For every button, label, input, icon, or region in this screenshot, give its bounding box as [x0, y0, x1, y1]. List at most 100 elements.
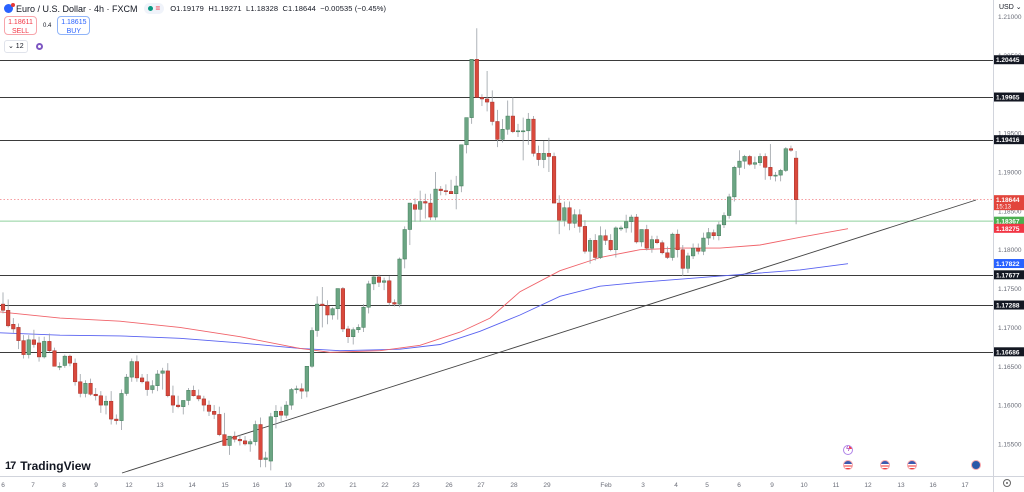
- time-axis[interactable]: 6 7 8 9 12 13 14 15 16 19 20 21 22 23 26 27 28 29 Feb 3 4 5 6 9…: [1, 482, 969, 489]
- euro-usd-flag-icon: [4, 3, 15, 13]
- time-tick: 7: [31, 482, 35, 489]
- svg-text:1.18275: 1.18275: [996, 226, 1020, 233]
- candle: [490, 101, 495, 122]
- time-tick: 13: [156, 482, 164, 489]
- candle: [665, 252, 670, 258]
- chart-legend: Euro / U.S. Dollar · 4h · FXCM = O1.1917…: [4, 3, 386, 14]
- settings-icon[interactable]: [1003, 479, 1011, 487]
- time-tick: 12: [864, 482, 872, 489]
- candle: [83, 383, 88, 394]
- market-status[interactable]: =: [143, 3, 165, 14]
- buy-price: 1.18615: [61, 19, 87, 26]
- price-tick: 1.15500: [998, 441, 1022, 448]
- candle: [109, 400, 114, 420]
- buy-button[interactable]: 1.18615 BUY: [57, 16, 91, 35]
- candle: [57, 366, 62, 368]
- candle: [78, 381, 83, 394]
- candle: [783, 148, 788, 171]
- candle: [402, 229, 407, 260]
- candle: [752, 162, 757, 165]
- candle: [315, 303, 320, 331]
- candle: [716, 224, 721, 236]
- lightning-event-icon[interactable]: ϟ: [843, 445, 853, 455]
- candle: [670, 233, 675, 258]
- us-flag-event-icon[interactable]: [843, 460, 853, 470]
- candle: [268, 416, 273, 462]
- candle: [618, 227, 624, 230]
- time-tick: 27: [477, 482, 485, 489]
- candle: [443, 190, 448, 192]
- ma-slow-label: 1.17822: [994, 259, 1024, 269]
- green-level-label: 1.18367: [994, 216, 1024, 226]
- candle: [788, 148, 794, 151]
- indicator-row: ⌄ 12: [4, 40, 43, 53]
- price-tick: 1.19000: [998, 170, 1022, 177]
- level-price-label: 1.17677: [994, 270, 1024, 280]
- candle: [603, 235, 608, 241]
- candle: [438, 188, 443, 191]
- candle: [227, 435, 232, 446]
- candle: [562, 207, 567, 221]
- candle: [299, 388, 304, 392]
- candle: [248, 441, 253, 445]
- candle: [273, 411, 278, 418]
- candle: [582, 226, 588, 252]
- price-tick: 1.21000: [998, 14, 1022, 21]
- eu-flag-event-icon[interactable]: [971, 460, 981, 470]
- time-tick: 19: [284, 482, 292, 489]
- sell-label: SELL: [11, 28, 30, 35]
- candle: [469, 59, 474, 118]
- trendline[interactable]: [121, 199, 977, 474]
- candle: [382, 280, 387, 283]
- change-value: −0.00535 (−0.45%): [320, 4, 387, 13]
- candle: [320, 303, 325, 306]
- candle: [655, 239, 660, 243]
- time-tick: 13: [897, 482, 905, 489]
- candle: [768, 167, 773, 177]
- candles: [0, 28, 799, 471]
- candle: [727, 196, 732, 216]
- svg-text:1.19965: 1.19965: [996, 95, 1020, 102]
- us-flag-event-icon[interactable]: [907, 460, 917, 470]
- sell-price: 1.18611: [8, 19, 33, 26]
- candle: [660, 242, 665, 254]
- symbol-title[interactable]: Euro / U.S. Dollar · 4h · FXCM: [16, 3, 138, 14]
- us-flag-event-icon[interactable]: [880, 460, 890, 470]
- candle: [644, 229, 649, 249]
- candle: [608, 240, 613, 250]
- candle: [721, 215, 727, 226]
- candle: [42, 341, 47, 358]
- time-tick: 5: [705, 482, 709, 489]
- candle: [335, 288, 340, 310]
- candle: [691, 247, 696, 257]
- price-tick: 1.18500: [998, 208, 1022, 215]
- time-tick: 17: [961, 482, 969, 489]
- svg-text:1.20445: 1.20445: [996, 57, 1020, 64]
- candle: [243, 440, 248, 445]
- candle: [495, 121, 500, 140]
- high-value: 1.19271: [213, 4, 242, 13]
- tradingview-logo[interactable]: 17 TradingView: [5, 459, 91, 473]
- candle: [176, 404, 181, 407]
- loading-icon[interactable]: [35, 43, 43, 50]
- indicators-collapse-button[interactable]: ⌄ 12: [4, 40, 28, 53]
- time-tick: 23: [412, 482, 420, 489]
- sell-button[interactable]: 1.18611 SELL: [4, 16, 37, 35]
- candle: [675, 233, 680, 250]
- candle: [0, 303, 6, 311]
- svg-text:1.16686: 1.16686: [996, 349, 1020, 356]
- candle: [593, 240, 598, 258]
- candle: [711, 232, 716, 236]
- ohlc-values: O1.19179 H1.19271 L1.18328 C1.18644 −0.0…: [170, 4, 387, 13]
- currency-selector[interactable]: USD ⌄: [999, 4, 1022, 11]
- candle: [170, 395, 175, 406]
- fast-moving-average: [0, 228, 849, 353]
- candle: [263, 457, 268, 460]
- candle: [433, 188, 438, 218]
- time-tick: 9: [770, 482, 774, 489]
- candle: [531, 118, 536, 154]
- candle: [428, 202, 433, 218]
- candle: [52, 350, 57, 367]
